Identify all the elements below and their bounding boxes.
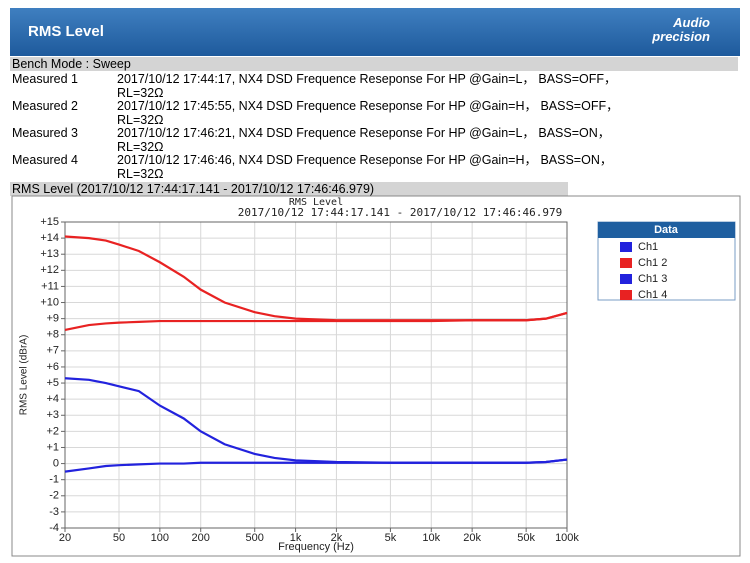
measurement-text: 2017/10/12 17:46:21, NX4 DSD Frequence R… <box>117 126 611 154</box>
y-tick-label: +7 <box>46 345 59 357</box>
chart-title: RMS Level <box>289 197 343 208</box>
x-tick-label: 50 <box>113 532 125 544</box>
y-tick-label: +6 <box>46 361 59 373</box>
y-tick-label: +12 <box>40 264 59 276</box>
logo-bottom: precision <box>652 29 710 44</box>
logo-top: Audio <box>673 15 710 30</box>
y-tick-label: +11 <box>41 280 59 292</box>
y-tick-label: -4 <box>49 522 59 534</box>
x-tick-label: 10k <box>422 532 440 544</box>
measurement-label: Measured 1 <box>12 72 79 86</box>
section-title: RMS Level (2017/10/12 17:44:17.141 - 201… <box>10 182 568 196</box>
y-tick-label: +9 <box>46 313 59 325</box>
legend-label: Ch1 3 <box>638 273 667 285</box>
legend-header <box>598 222 735 238</box>
logo: Audio precision <box>652 16 710 44</box>
legend-swatch <box>620 290 632 300</box>
y-tick-label: +10 <box>40 296 59 308</box>
x-tick-label: 200 <box>192 532 210 544</box>
x-tick-label: 50k <box>517 532 535 544</box>
header-title: RMS Level <box>28 23 104 40</box>
x-tick-label: 100 <box>151 532 169 544</box>
series-line <box>64 235 568 322</box>
y-tick-label: +2 <box>46 425 59 437</box>
series-line <box>64 377 568 464</box>
legend-label: Ch1 4 <box>638 289 667 301</box>
x-tick-label: 500 <box>246 532 264 544</box>
y-tick-label: -2 <box>49 490 59 502</box>
y-tick-label: +13 <box>40 248 59 260</box>
y-axis-label: RMS Level (dBrA) <box>19 335 30 416</box>
y-tick-label: +1 <box>46 441 59 453</box>
plot-area <box>64 221 568 529</box>
x-axis-label: Frequency (Hz) <box>278 541 354 553</box>
x-tick-label: 2k <box>331 532 343 544</box>
legend-swatch <box>620 274 632 284</box>
y-tick-label: +8 <box>46 329 59 341</box>
legend-swatch <box>620 258 632 268</box>
y-tick-label: +4 <box>46 393 59 405</box>
x-tick-label: 100k <box>555 532 579 544</box>
x-tick-label: 20 <box>59 532 71 544</box>
x-tick-label: 20k <box>463 532 481 544</box>
legend-label: Ch1 <box>638 241 658 253</box>
y-tick-label: +14 <box>40 232 59 244</box>
y-tick-label: 0 <box>53 457 59 469</box>
plot-border <box>64 221 568 529</box>
measurement-label: Measured 3 <box>12 126 79 140</box>
measurement-text: 2017/10/12 17:46:46, NX4 DSD Frequence R… <box>117 153 613 181</box>
measurement-label: Measured 4 <box>12 153 79 167</box>
legend-label: Ch1 2 <box>638 257 667 269</box>
chart-subtitle: 2017/10/12 17:44:17.141 - 2017/10/12 17:… <box>238 206 563 219</box>
legend-title: Data <box>654 224 679 236</box>
legend-swatch <box>620 242 632 252</box>
y-tick-label: -3 <box>49 506 59 518</box>
x-tick-label: 1k <box>290 532 302 544</box>
y-tick-label: +5 <box>46 377 59 389</box>
y-tick-label: -1 <box>49 474 59 486</box>
measurement-text: 2017/10/12 17:45:55, NX4 DSD Frequence R… <box>117 99 619 127</box>
x-tick-label: 5k <box>385 532 397 544</box>
bench-mode: Bench Mode : Sweep <box>10 57 738 71</box>
measurement-label: Measured 2 <box>12 99 79 113</box>
measurement-text: 2017/10/12 17:44:17, NX4 DSD Frequence R… <box>117 72 617 100</box>
y-tick-label: +3 <box>46 409 59 421</box>
header: RMS Level Audio precision <box>10 8 740 56</box>
y-tick-label: +15 <box>40 216 59 228</box>
